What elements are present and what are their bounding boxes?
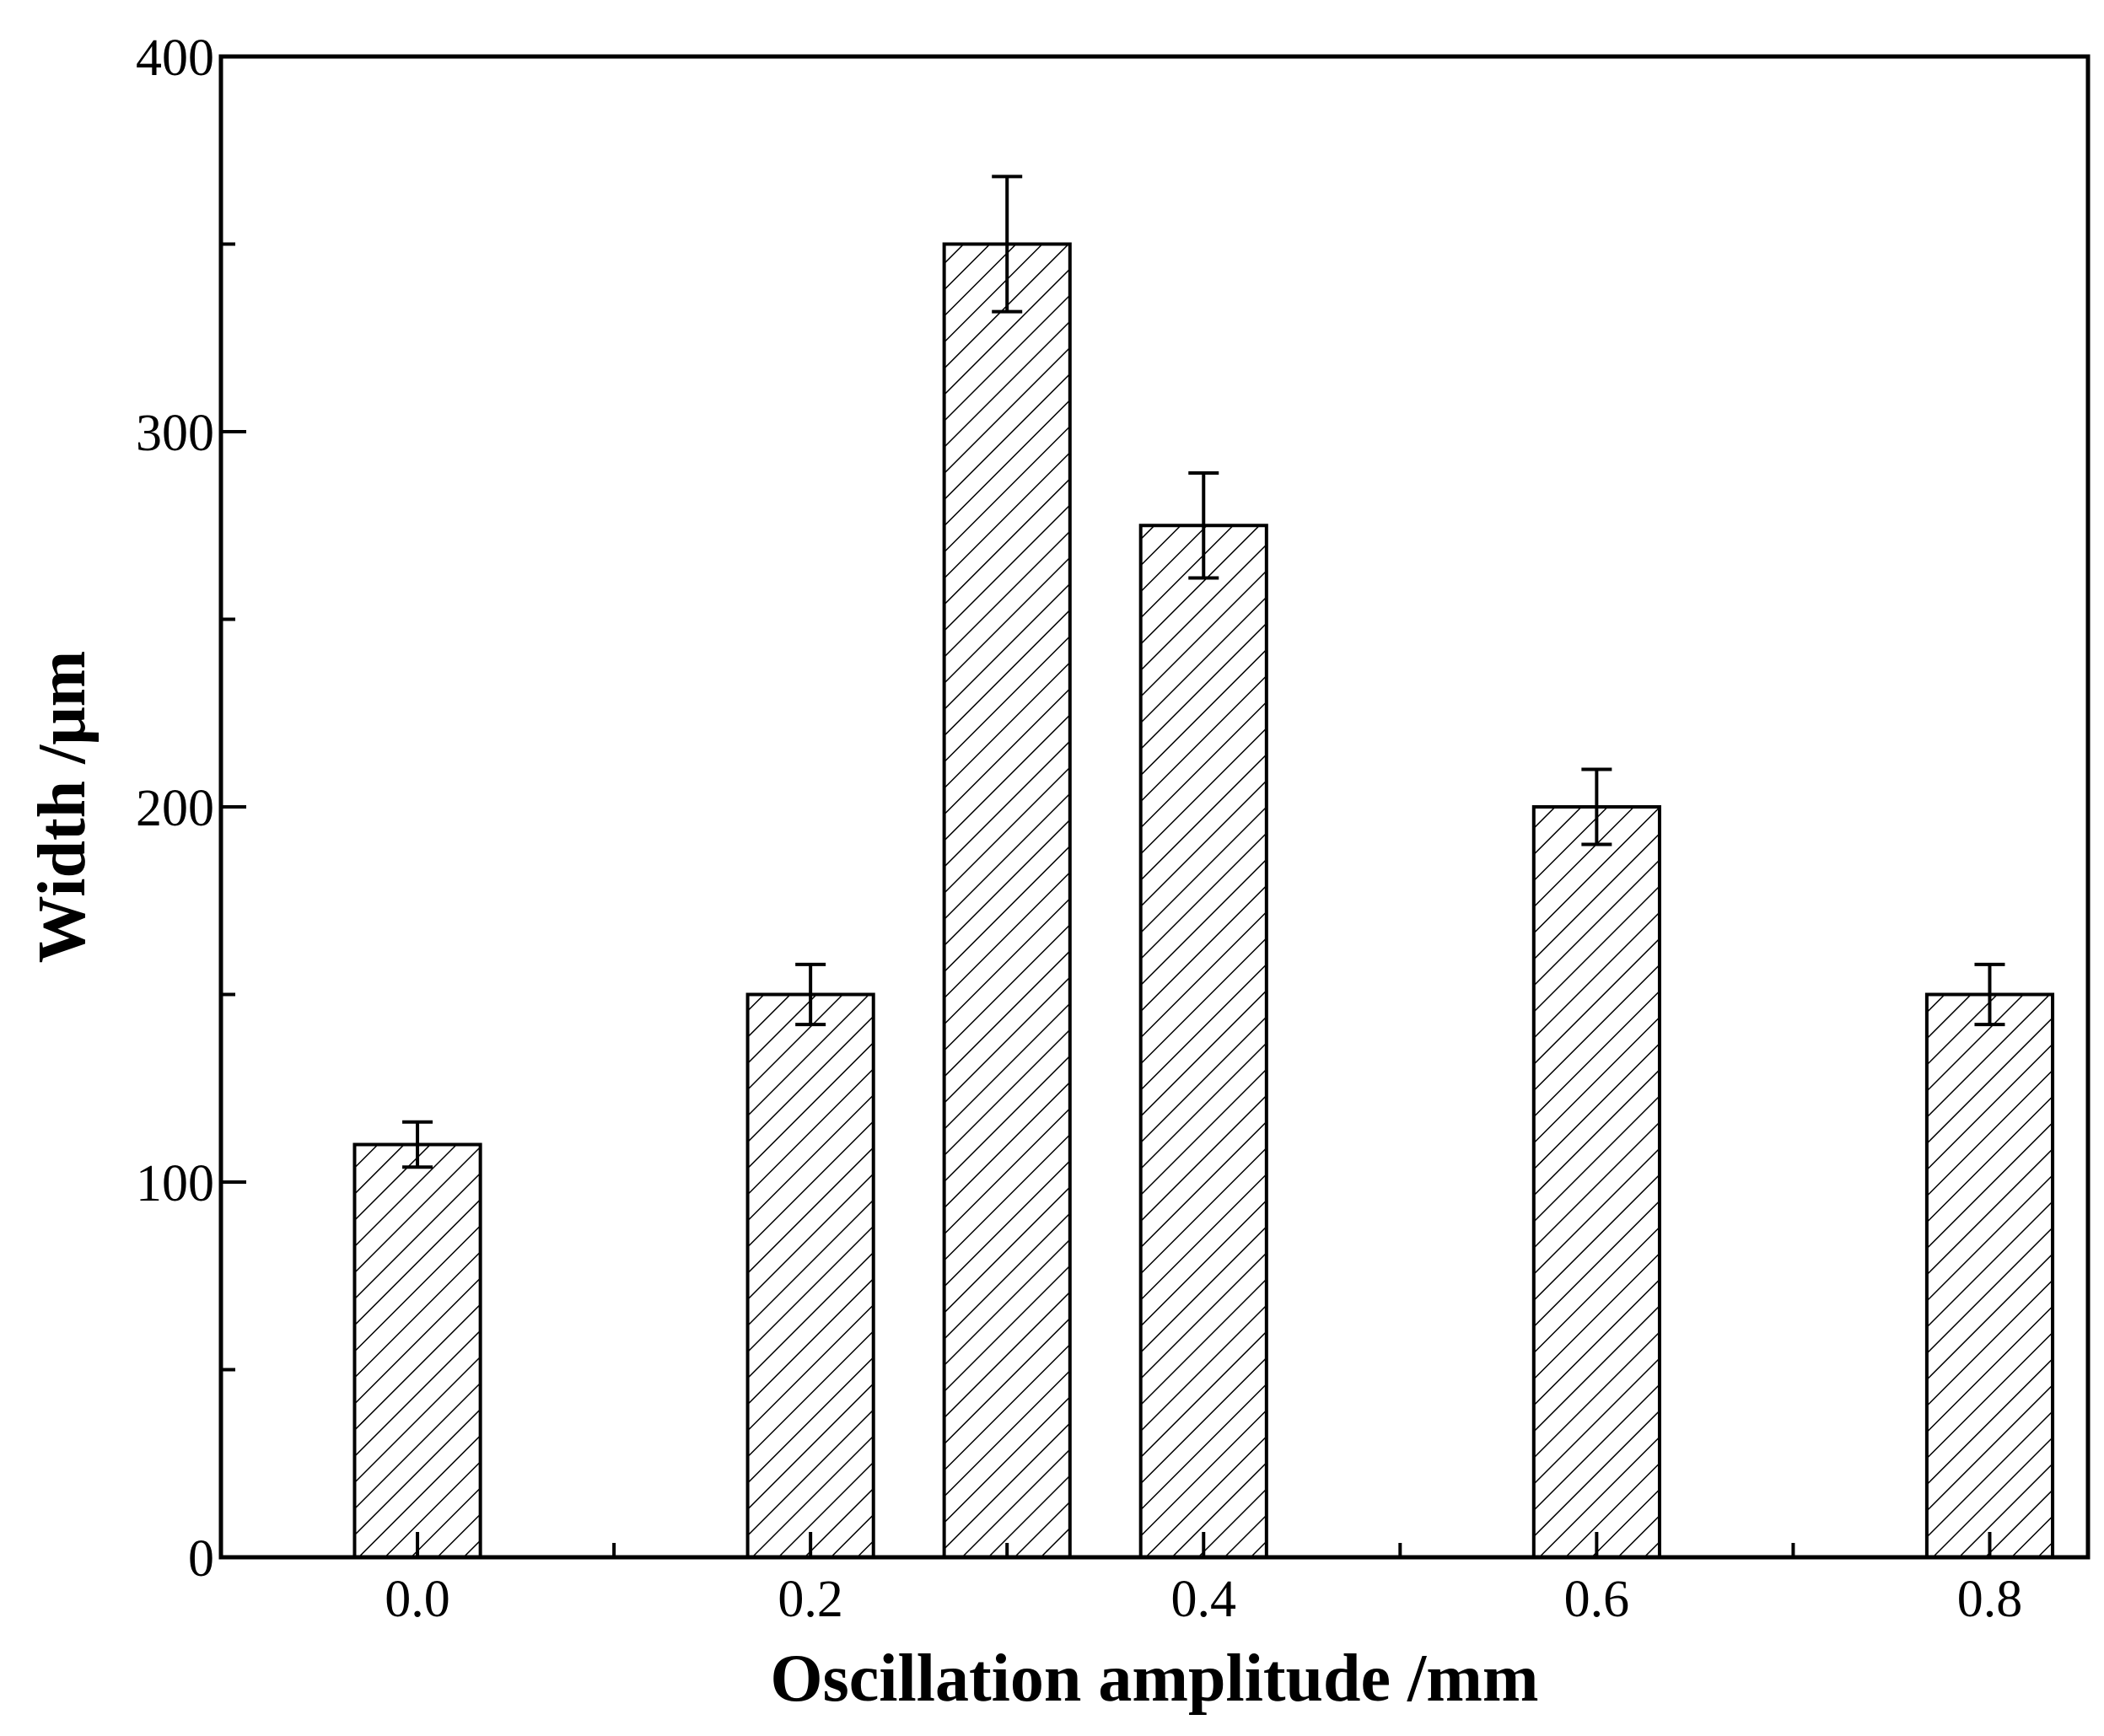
y-tick-label: 200: [136, 780, 214, 837]
error-bar-0.8: [1974, 962, 2005, 1027]
bar-0.4: [1138, 524, 1268, 1559]
x-axis-title: Oscillation amplitude /mm: [770, 1642, 1538, 1716]
bar-0.3: [942, 242, 1072, 1559]
error-bars-group: [402, 175, 2005, 1169]
x-tick-label: 0.6: [1564, 1571, 1630, 1628]
y-tick-label: 300: [136, 405, 214, 462]
error-bar-0.2: [795, 962, 826, 1027]
y-tick-label: 100: [136, 1155, 214, 1212]
error-bar-0.0: [402, 1120, 433, 1169]
y-tick-labels: 0 100 200 300 400: [136, 30, 214, 1588]
y-tick-label: 0: [188, 1530, 214, 1588]
error-bar-0.6: [1581, 767, 1612, 847]
y-tick-label: 400: [136, 30, 214, 87]
y-axis-title: Width /μm: [25, 651, 100, 964]
error-bar-0.4: [1188, 470, 1219, 580]
bar-0.8: [1924, 992, 2055, 1559]
x-tick-labels: 0.0 0.2 0.4 0.6 0.8: [385, 1571, 2022, 1628]
bars-group: [352, 242, 2055, 1559]
x-tick-label: 0.4: [1171, 1571, 1237, 1628]
bar-0.0: [352, 1142, 482, 1559]
bar-0.6: [1531, 805, 1661, 1559]
axis-ticks-group: [221, 55, 1992, 1559]
x-tick-label: 0.2: [778, 1571, 843, 1628]
x-tick-label: 0.8: [1957, 1571, 2023, 1628]
x-tick-label: 0.0: [385, 1571, 450, 1628]
bar-0.2: [745, 992, 875, 1559]
error-bar-0.3: [992, 175, 1023, 314]
